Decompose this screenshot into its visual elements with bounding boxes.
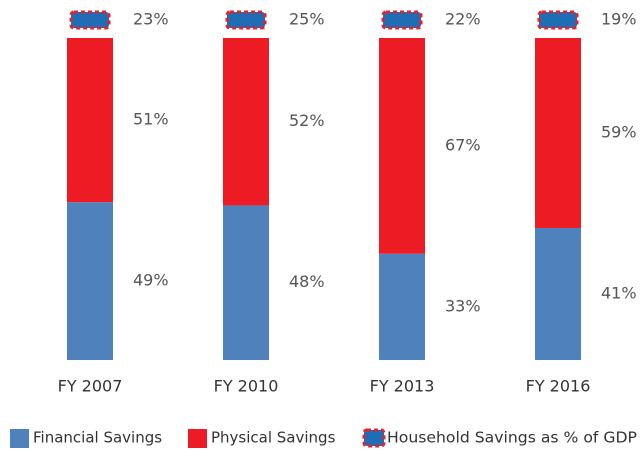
value-label: 22% xyxy=(445,10,481,29)
marker xyxy=(381,10,423,30)
marker xyxy=(225,10,267,30)
legend-label: Financial Savings xyxy=(33,429,162,447)
bar-segment xyxy=(379,38,425,254)
value-label: 33% xyxy=(445,296,481,315)
value-label: 25% xyxy=(289,10,325,29)
marker xyxy=(537,10,579,30)
bar-segment xyxy=(223,38,269,206)
legend-swatch xyxy=(10,429,29,448)
x-tick-label: FY 2013 xyxy=(370,377,435,396)
value-label: 48% xyxy=(289,272,325,291)
legend-swatch xyxy=(188,429,207,448)
legend-label: Household Savings as % of GDP xyxy=(387,429,637,447)
legend-swatch xyxy=(362,428,386,448)
value-label: 19% xyxy=(601,10,637,29)
marker xyxy=(69,10,111,30)
value-label: 51% xyxy=(133,110,169,129)
value-label: 67% xyxy=(445,135,481,154)
bar-segment xyxy=(67,202,113,360)
bar-segment xyxy=(535,38,581,228)
value-label: 59% xyxy=(601,122,637,141)
bar-segment xyxy=(379,253,425,360)
x-tick-label: FY 2007 xyxy=(58,377,123,396)
bar-segment xyxy=(535,227,581,360)
bar-segment xyxy=(67,38,113,203)
value-label: 23% xyxy=(133,10,169,29)
bar-segment xyxy=(223,205,269,360)
value-label: 41% xyxy=(601,283,637,302)
x-tick-label: FY 2016 xyxy=(526,377,591,396)
x-tick-label: FY 2010 xyxy=(214,377,279,396)
value-label: 52% xyxy=(289,111,325,130)
legend-label: Physical Savings xyxy=(211,429,336,447)
value-label: 49% xyxy=(133,271,169,290)
